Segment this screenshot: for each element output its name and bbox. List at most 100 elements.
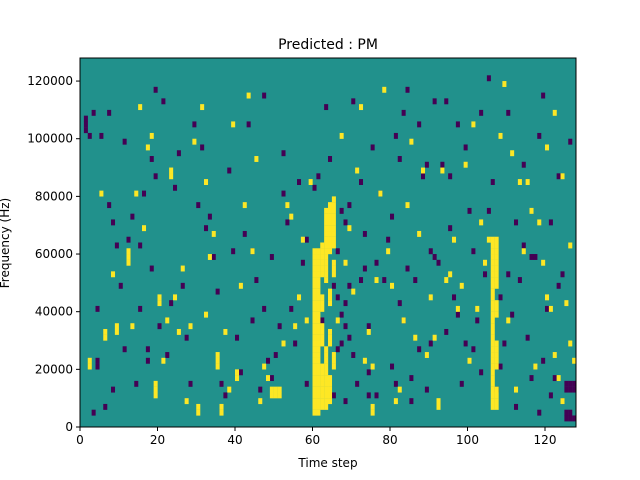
heatmap-cell-high (320, 248, 325, 255)
heatmap-cell-high (324, 277, 329, 284)
heatmap-cell-high (320, 259, 325, 266)
heatmap-cell-high (421, 167, 426, 174)
heatmap-cell-high (494, 311, 499, 318)
heatmap-cell-low (436, 259, 441, 266)
heatmap-cell-high (316, 277, 321, 284)
heatmap-cell-high (312, 311, 317, 318)
heatmap-cell-high (316, 386, 321, 393)
heatmap-cell-high (494, 352, 499, 358)
heatmap-cell-low (331, 392, 336, 399)
heatmap-cell-high (312, 305, 317, 312)
heatmap-cell-high (312, 277, 317, 284)
heatmap-cell-low (347, 334, 352, 341)
heatmap-cell-low (188, 380, 193, 387)
heatmap-cell-low (428, 248, 433, 255)
heatmap-cell-high (494, 392, 499, 399)
heatmap-cell-high (312, 259, 317, 266)
heatmap-cell-high (494, 271, 499, 278)
heatmap-cell-low (417, 121, 422, 128)
heatmap-cell-high (316, 311, 321, 318)
heatmap-cell-low (83, 121, 88, 128)
heatmap-cell-high (316, 398, 321, 405)
heatmap-cell-high (157, 300, 162, 307)
heatmap-cell-low (153, 173, 158, 180)
heatmap-cell-high (328, 213, 333, 220)
heatmap-cell-high (494, 363, 499, 370)
heatmap-cell-high (328, 225, 333, 232)
heatmap-cell-low (444, 328, 449, 335)
heatmap-cell-high (316, 392, 321, 399)
heatmap-cell-high (324, 242, 329, 249)
heatmap-cell-low (355, 380, 360, 387)
heatmap-cell-low (455, 121, 460, 128)
heatmap-cell-low (99, 132, 104, 139)
heatmap-cell-high (541, 259, 546, 266)
heatmap-cell-high (219, 409, 224, 416)
x-tick-label: 80 (382, 433, 397, 447)
heatmap-cell-low (300, 259, 305, 266)
heatmap-cell-high (328, 236, 333, 243)
heatmap-cell-high (397, 386, 402, 393)
heatmap-cell-high (320, 271, 325, 278)
heatmap-cell-low (343, 323, 348, 330)
heatmap-cell-low (521, 242, 526, 249)
heatmap-cell-high (324, 398, 329, 405)
heatmap-cell-high (320, 375, 325, 382)
heatmap-cell-high (328, 294, 333, 301)
heatmap-cell-high (521, 248, 526, 255)
heatmap-cell-high (362, 357, 367, 364)
heatmap-cell-high (231, 121, 236, 128)
heatmap-cell-high (312, 323, 317, 330)
heatmap-cell-low (242, 230, 247, 237)
heatmap-cell-high (254, 156, 259, 162)
heatmap-cell-high (331, 219, 336, 226)
y-tick-label: 100000 (27, 132, 73, 146)
heatmap-cell-high (328, 334, 333, 341)
heatmap-cell-high (413, 334, 418, 341)
heatmap-cell-low (176, 150, 181, 157)
heatmap-cell-low (351, 352, 356, 358)
heatmap-cell-low (211, 254, 216, 260)
heatmap-cell-high (490, 259, 495, 266)
heatmap-cell-high (324, 207, 329, 214)
heatmap-cell-high (359, 104, 364, 111)
heatmap-cell-high (316, 271, 321, 278)
heatmap-cell-high (529, 207, 534, 214)
heatmap-cell-low (122, 346, 127, 353)
heatmap-cell-low (122, 138, 127, 145)
heatmap-cell-low (343, 219, 348, 226)
heatmap-cell-high (145, 144, 150, 151)
y-tick-label: 20000 (35, 362, 73, 376)
heatmap-cell-low (424, 161, 429, 168)
heatmap-cell-high (277, 386, 282, 393)
heatmap-cell-high (157, 294, 162, 301)
heatmap-cell-low (351, 98, 356, 105)
heatmap-cell-high (200, 104, 205, 111)
heatmap-cell-high (312, 334, 317, 341)
heatmap-cell-low (347, 202, 352, 209)
heatmap-cell-low (362, 230, 367, 237)
heatmap-cell-high (409, 138, 414, 145)
heatmap-cell-high (490, 363, 495, 370)
heatmap-cell-high (328, 392, 333, 399)
heatmap-cell-low (366, 369, 371, 376)
heatmap-cell-low (227, 167, 232, 174)
heatmap-cell-low (223, 392, 228, 399)
heatmap-cell-high (494, 282, 499, 289)
heatmap-cell-low (107, 109, 112, 116)
heatmap-cell-high (448, 271, 453, 278)
heatmap-cell-low (564, 409, 569, 416)
heatmap-cell-high (386, 248, 391, 255)
heatmap-cell-high (494, 357, 499, 364)
heatmap-cell-low (564, 415, 569, 422)
x-tick-label: 20 (150, 433, 165, 447)
heatmap-cell-high (316, 363, 321, 370)
heatmap-cell-high (304, 317, 309, 324)
heatmap-cell-high (545, 294, 550, 301)
heatmap-cell-high (312, 357, 317, 364)
heatmap-cell-high (320, 300, 325, 307)
heatmap-cell-low (157, 323, 162, 330)
heatmap-cell-low (409, 398, 414, 405)
heatmap-cell-high (316, 409, 321, 416)
heatmap-cell-high (103, 334, 108, 341)
